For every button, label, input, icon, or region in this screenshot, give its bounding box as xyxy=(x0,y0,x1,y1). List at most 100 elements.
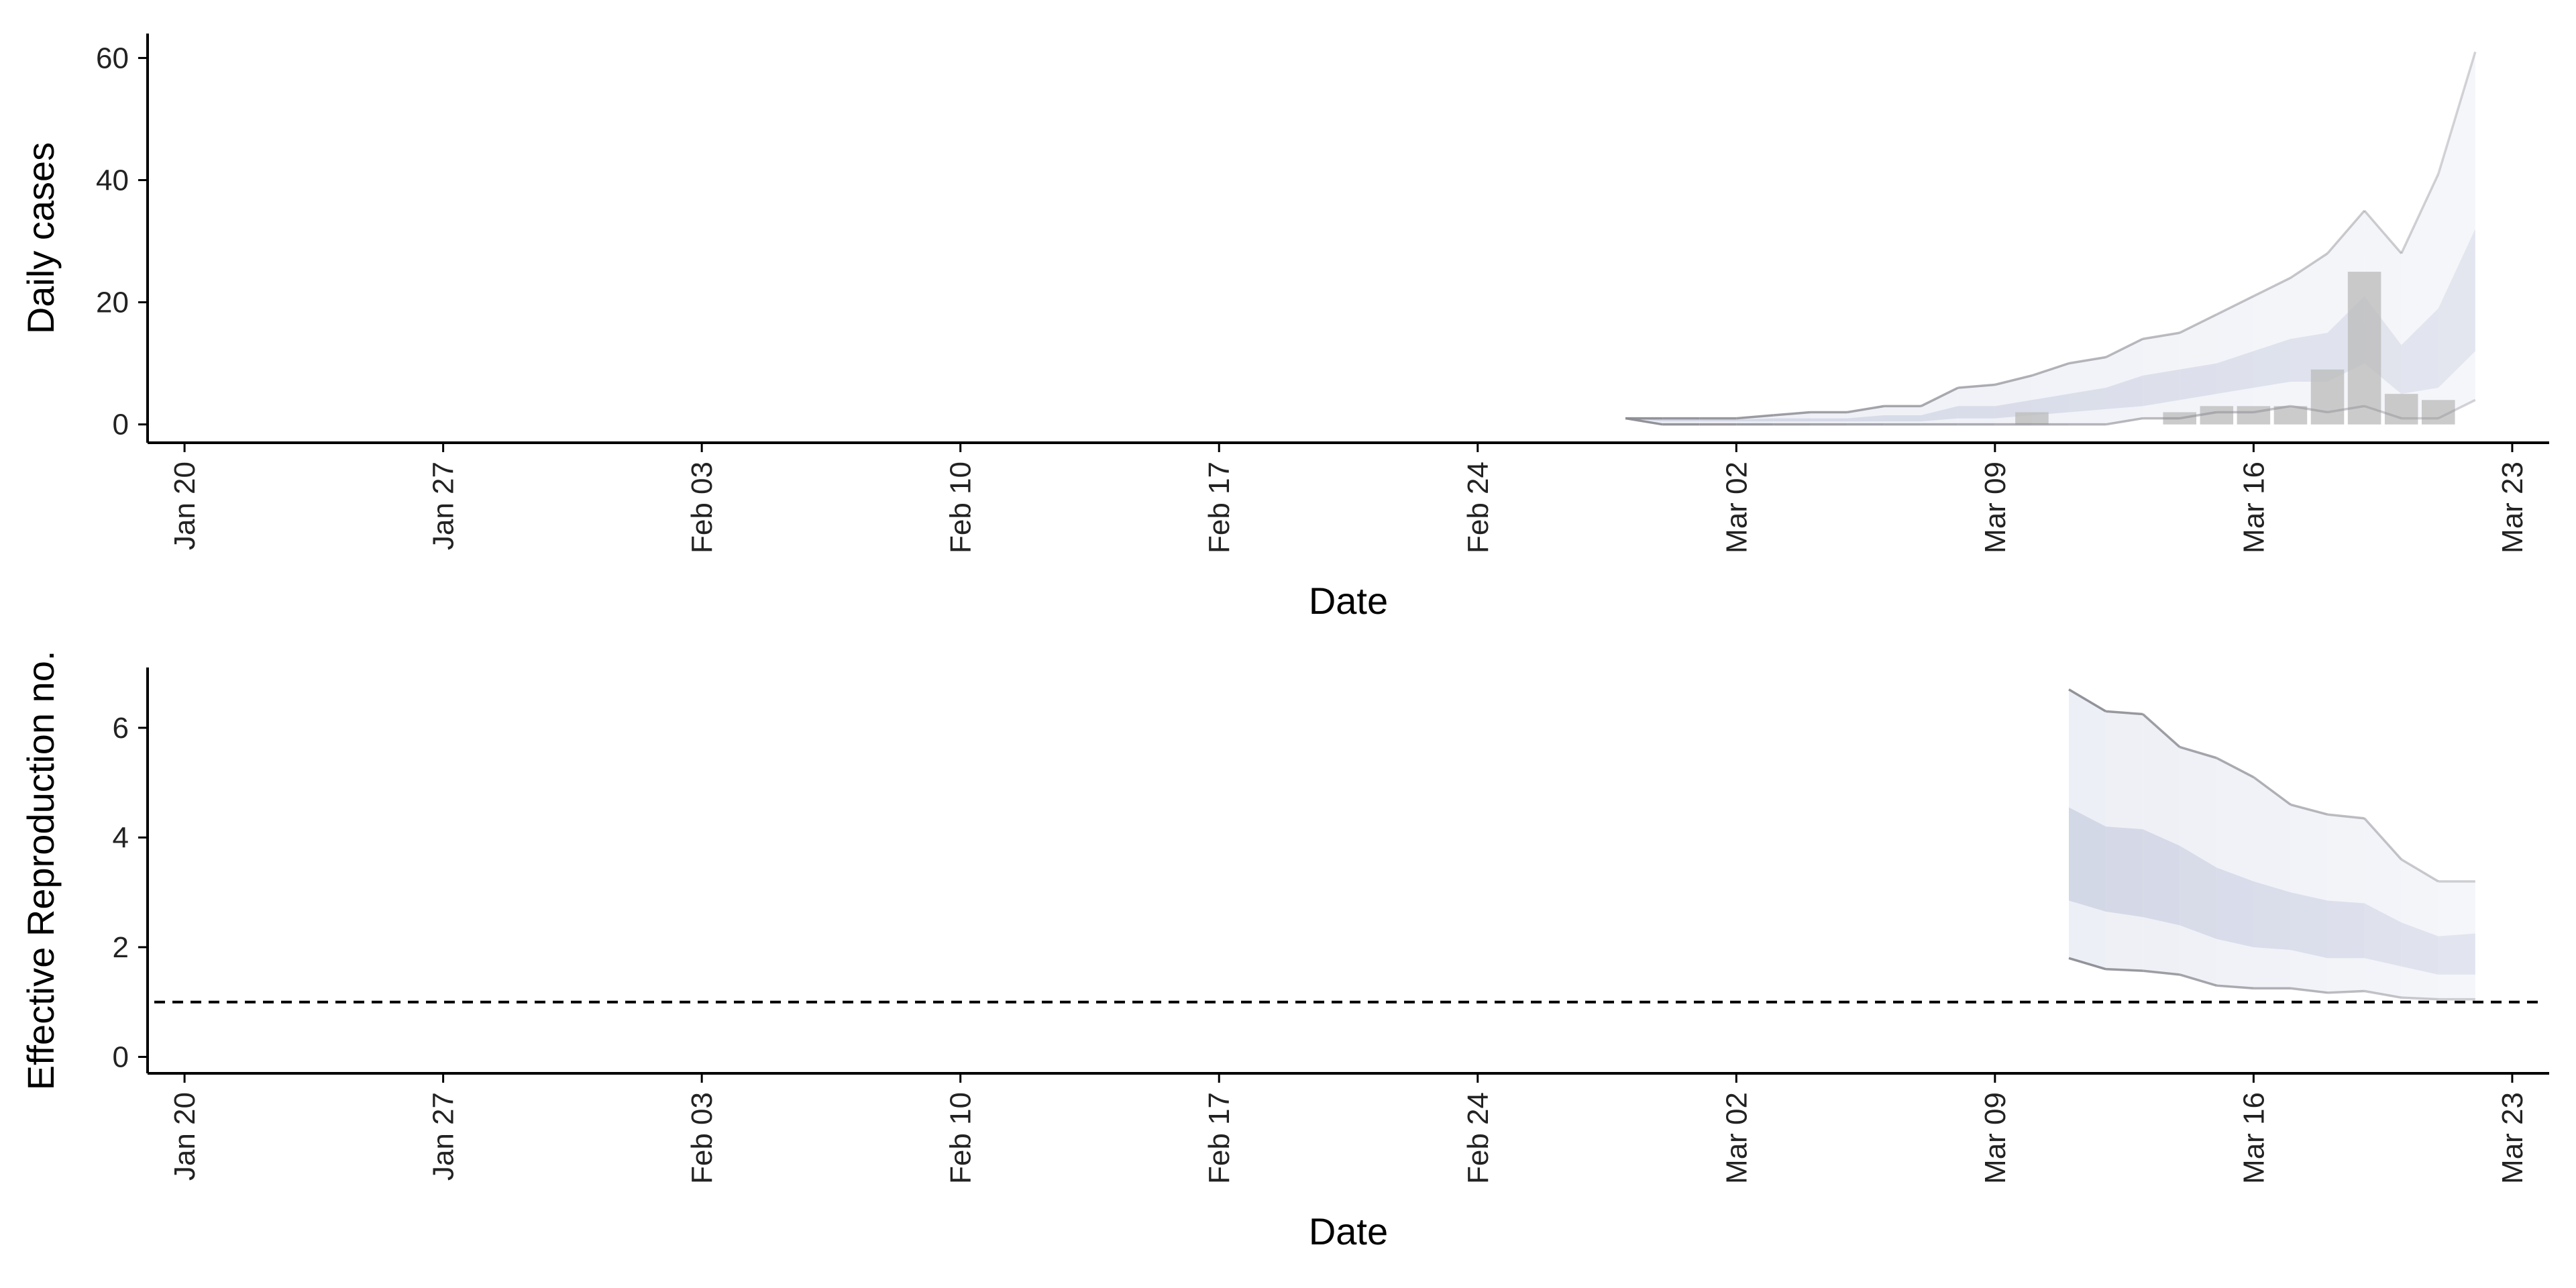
upper-bound-line-segment xyxy=(2105,337,2143,359)
x-tick-label: Feb 24 xyxy=(1462,1092,1495,1184)
inner-band-segment xyxy=(1810,418,1847,422)
case-bar xyxy=(2237,406,2271,425)
upper-bound-line-segment xyxy=(2400,858,2439,883)
lower-bound-line-segment xyxy=(2142,969,2180,976)
inner-band-segment xyxy=(2143,829,2180,926)
lower-bound-line-segment xyxy=(2437,398,2476,420)
lower-bound-line-segment xyxy=(2401,996,2438,1001)
y-tick-label: 20 xyxy=(96,286,129,319)
case-bar xyxy=(2347,272,2381,425)
upper-bound-line-segment xyxy=(1847,405,1884,414)
lower-bound-line-segment xyxy=(2290,405,2328,414)
upper-bound-line-segment xyxy=(2327,813,2365,820)
inner-band-segment xyxy=(1884,415,1921,422)
upper-bound-line-segment xyxy=(2363,209,2403,254)
upper-bound-line-segment xyxy=(1994,374,2033,386)
inner-band-segment xyxy=(2216,351,2254,394)
y-tick-label: 60 xyxy=(96,42,129,74)
y-axis-title: Effective Reproduction no. xyxy=(19,651,62,1091)
inner-band-segment xyxy=(2180,363,2217,400)
lower-bound-line-segment xyxy=(2179,411,2217,420)
x-axis-title: Date xyxy=(1309,1210,1388,1252)
upper-bound-line-segment xyxy=(1736,414,1774,420)
upper-bound-line-segment xyxy=(2216,757,2255,779)
inner-band-segment xyxy=(2143,369,2180,407)
lower-bound-line-segment xyxy=(2068,957,2106,971)
upper-bound-line-segment xyxy=(2068,688,2106,712)
lower-bound-line-segment xyxy=(2253,405,2291,414)
y-tick-label: 6 xyxy=(113,712,129,745)
inner-band-segment xyxy=(2216,867,2254,947)
upper-bound-line-segment xyxy=(2141,713,2181,748)
x-tick-label: Feb 17 xyxy=(1203,1092,1236,1184)
x-tick-label: Jan 27 xyxy=(427,1092,460,1181)
case-bar xyxy=(2200,406,2234,425)
inner-band-segment xyxy=(2401,922,2438,975)
lower-bound-line-segment xyxy=(2179,973,2217,987)
upper-bound-line-segment xyxy=(2216,294,2255,316)
inner-band-segment xyxy=(2180,845,2217,939)
lower-bound-line-segment xyxy=(2364,989,2402,999)
inner-band-segment xyxy=(2364,903,2402,967)
upper-bound-line-segment xyxy=(2068,356,2106,365)
x-tick-label: Feb 10 xyxy=(945,462,977,553)
x-tick-label: Mar 16 xyxy=(2237,1092,2270,1184)
inner-band-segment xyxy=(1736,418,1774,422)
upper-bound-line-segment xyxy=(2142,331,2180,340)
y-tick-label: 4 xyxy=(113,821,129,854)
upper-bound-line-segment xyxy=(1920,386,1959,407)
inner-band-segment xyxy=(2031,394,2069,416)
case-bar xyxy=(2015,412,2049,425)
x-tick-label: Jan 27 xyxy=(427,462,460,550)
inner-band-segment xyxy=(1699,419,1737,422)
inner-band-segment xyxy=(1847,415,1884,422)
y-tick-label: 2 xyxy=(113,931,129,964)
x-tick-label: Mar 09 xyxy=(1979,1092,2012,1184)
upper-bound-line-segment xyxy=(1773,411,1811,417)
lower-bound-line-segment xyxy=(2290,987,2328,994)
inner-band-segment xyxy=(2069,807,2106,912)
y-tick-label: 0 xyxy=(113,1040,129,1073)
case-bar xyxy=(2273,406,2308,425)
reproduction-number-panel: 0 2 4 6 Jan 20 Jan 27 Feb 03 Feb 10 Feb 17 Feb 24… xyxy=(19,651,2549,1252)
lower-bound-line-segment xyxy=(2105,967,2143,972)
inner-band-segment xyxy=(2253,881,2291,951)
inner-band-segment xyxy=(2438,933,2475,975)
x-tick-label: Mar 09 xyxy=(1979,462,2012,553)
lower-bound-line-segment xyxy=(2216,984,2254,990)
outer-band-segment xyxy=(1957,384,1995,425)
x-tick-label: Jan 20 xyxy=(168,462,201,550)
x-tick-label: Mar 23 xyxy=(2496,462,2529,553)
x-tick-label: Feb 03 xyxy=(686,1092,718,1184)
upper-bound-line-segment xyxy=(2363,817,2402,861)
inner-band-segment xyxy=(2253,339,2291,388)
inner-band-segment xyxy=(2327,900,2365,959)
lower-bound-line-segment xyxy=(1625,417,1663,426)
outer-band-segment xyxy=(2253,777,2291,989)
x-tick-label: Mar 16 xyxy=(2237,462,2270,553)
inner-band-segment xyxy=(1773,418,1811,422)
x-axis-title: Date xyxy=(1309,580,1388,622)
case-bar xyxy=(2421,400,2455,425)
x-tick-label: Mar 02 xyxy=(1720,462,1753,553)
x-tick-label: Mar 02 xyxy=(1720,1092,1753,1184)
upper-bound-line-segment xyxy=(2105,710,2143,716)
case-bar xyxy=(2310,369,2345,425)
y-tick-label: 0 xyxy=(113,409,129,441)
inner-band-segment xyxy=(2106,826,2143,917)
inner-band-segment xyxy=(2401,308,2438,394)
upper-bound-line-segment xyxy=(1957,383,1995,389)
daily-cases-panel: 0 20 40 60 Jan 20 Jan 27 Feb 03 Feb 10 Feb 17 Feb… xyxy=(19,34,2549,622)
upper-bound-line-segment xyxy=(2253,276,2292,298)
inner-band-segment xyxy=(1662,419,1700,422)
inner-band-segment xyxy=(1921,406,1958,422)
upper-bound-line-segment xyxy=(2179,745,2217,759)
lower-bound-line-segment xyxy=(2105,417,2143,426)
y-tick-label: 40 xyxy=(96,164,129,197)
x-tick-label: Feb 17 xyxy=(1203,462,1236,553)
upper-bound-line-segment xyxy=(2437,51,2477,174)
inner-band-segment xyxy=(2290,892,2328,959)
upper-bound-line-segment xyxy=(2031,362,2070,377)
y-axis-title: Daily cases xyxy=(19,142,62,334)
